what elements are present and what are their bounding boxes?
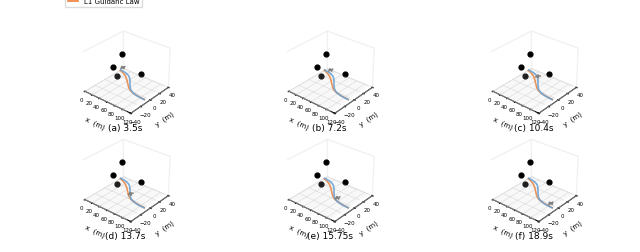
- X-axis label: x  (m): x (m): [492, 223, 513, 238]
- X-axis label: x  (m): x (m): [492, 115, 513, 130]
- X-axis label: x  (m): x (m): [84, 223, 105, 238]
- Title: (e) 15.75s: (e) 15.75s: [307, 231, 353, 240]
- Title: (b) 7.2s: (b) 7.2s: [312, 123, 347, 132]
- Y-axis label: y  (m): y (m): [359, 111, 380, 128]
- Y-axis label: y  (m): y (m): [359, 218, 380, 236]
- Title: (a) 3.5s: (a) 3.5s: [108, 123, 143, 132]
- X-axis label: x  (m): x (m): [287, 115, 309, 130]
- Title: (f) 18.9s: (f) 18.9s: [515, 231, 552, 240]
- Y-axis label: y  (m): y (m): [155, 111, 175, 128]
- Title: (c) 10.4s: (c) 10.4s: [514, 123, 554, 132]
- Y-axis label: y  (m): y (m): [563, 111, 584, 128]
- X-axis label: x  (m): x (m): [287, 223, 309, 238]
- Legend: Proposed*, L1 Guidanc Law: Proposed*, L1 Guidanc Law: [65, 0, 142, 8]
- X-axis label: x  (m): x (m): [84, 115, 105, 130]
- Y-axis label: y  (m): y (m): [155, 218, 175, 236]
- Title: (d) 13.7s: (d) 13.7s: [106, 231, 146, 240]
- Y-axis label: y  (m): y (m): [563, 218, 584, 236]
